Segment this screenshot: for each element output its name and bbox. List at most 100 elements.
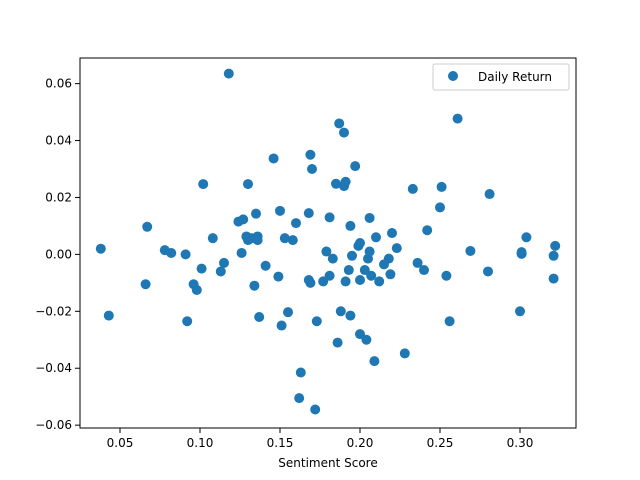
data-point-45 [311, 316, 322, 327]
data-point-94 [484, 189, 495, 200]
data-point-99 [548, 250, 559, 261]
data-point-14 [219, 257, 229, 268]
data-point-87 [435, 202, 445, 213]
data-point-28 [260, 260, 271, 271]
data-point-42 [305, 149, 316, 160]
data-point-36 [291, 218, 301, 229]
data-point-52 [332, 337, 343, 348]
x-axis-ticks: 0.05 0.10 0.15 0.20 0.25 0.30 [107, 428, 534, 450]
data-point-35 [287, 235, 298, 246]
x-tick-label: 0.25 [427, 436, 454, 450]
data-point-66 [355, 275, 365, 285]
data-point-20 [243, 179, 253, 190]
data-point-61 [345, 220, 356, 231]
legend-marker [448, 71, 458, 81]
data-point-29 [268, 153, 279, 164]
data-point-50 [327, 253, 338, 264]
data-point-100 [548, 273, 559, 284]
data-point-91 [452, 113, 463, 124]
data-point-68 [359, 265, 370, 276]
data-point-6 [180, 249, 191, 260]
y-tick-label: 0.06 [45, 77, 72, 91]
data-point-18 [238, 214, 249, 225]
data-point-24 [251, 208, 261, 219]
data-point-86 [422, 225, 433, 236]
data-point-98 [521, 232, 532, 243]
data-point-90 [444, 316, 455, 327]
x-axis-label: Sentiment Score [278, 456, 377, 470]
data-point-55 [339, 127, 349, 138]
data-point-71 [364, 212, 375, 223]
data-point-9 [191, 284, 202, 295]
data-point-95 [515, 306, 525, 317]
data-point-48 [324, 212, 335, 223]
y-axis-ticks: −0.06 −0.04 −0.02 0.00 0.02 0.04 0.06 [35, 77, 80, 432]
data-point-38 [295, 367, 306, 378]
data-point-85 [419, 265, 429, 276]
legend-box [432, 63, 570, 91]
data-point-54 [335, 306, 346, 317]
data-point-30 [273, 271, 284, 282]
data-point-76 [374, 276, 385, 287]
data-point-34 [283, 307, 293, 318]
data-point-65 [355, 238, 365, 248]
data-point-59 [343, 265, 354, 276]
y-tick-label: −0.06 [35, 418, 72, 432]
data-point-51 [331, 178, 341, 189]
data-point-15 [223, 68, 234, 79]
data-point-58 [340, 276, 351, 287]
data-point-78 [383, 253, 394, 264]
data-point-39 [303, 208, 314, 219]
data-point-41 [305, 277, 316, 288]
data-point-27 [254, 312, 265, 322]
data-point-11 [198, 179, 209, 190]
data-point-26 [252, 235, 263, 246]
data-point-23 [249, 280, 260, 291]
data-point-75 [371, 232, 381, 243]
legend: Daily Return [432, 63, 570, 91]
data-point-73 [366, 270, 377, 281]
data-point-3 [142, 221, 153, 232]
x-tick-label: 0.30 [507, 436, 534, 450]
data-point-46 [318, 276, 329, 287]
data-point-44 [310, 404, 321, 415]
data-point-69 [361, 334, 372, 345]
data-point-72 [364, 246, 375, 257]
data-point-5 [166, 247, 177, 258]
data-point-92 [465, 245, 476, 256]
data-point-63 [350, 161, 361, 172]
data-point-1 [103, 310, 114, 321]
data-point-80 [387, 228, 397, 239]
data-point-74 [369, 356, 380, 367]
data-point-84 [412, 257, 423, 268]
data-point-43 [307, 164, 317, 174]
data-point-93 [483, 266, 493, 277]
data-point-10 [196, 263, 207, 274]
data-point-89 [441, 270, 452, 281]
data-point-31 [275, 205, 285, 216]
data-point-97 [516, 247, 527, 258]
y-tick-label: 0.02 [45, 190, 72, 204]
data-points [95, 68, 561, 415]
data-point-82 [399, 348, 410, 359]
data-point-7 [182, 316, 193, 327]
data-point-83 [407, 183, 418, 194]
data-point-53 [334, 118, 345, 129]
x-tick-label: 0.15 [267, 436, 294, 450]
data-point-0 [95, 243, 106, 254]
data-point-67 [355, 329, 365, 340]
data-point-47 [321, 246, 332, 257]
data-point-13 [215, 266, 226, 277]
data-point-62 [347, 250, 357, 261]
data-point-81 [391, 243, 402, 254]
data-point-88 [436, 181, 447, 192]
data-point-33 [279, 233, 290, 244]
data-point-60 [345, 310, 356, 321]
data-point-101 [550, 240, 561, 251]
data-point-79 [385, 269, 396, 280]
data-point-49 [324, 270, 335, 281]
legend-label-daily-return: Daily Return [478, 70, 552, 84]
data-point-32 [276, 320, 287, 331]
data-point-2 [140, 279, 151, 290]
